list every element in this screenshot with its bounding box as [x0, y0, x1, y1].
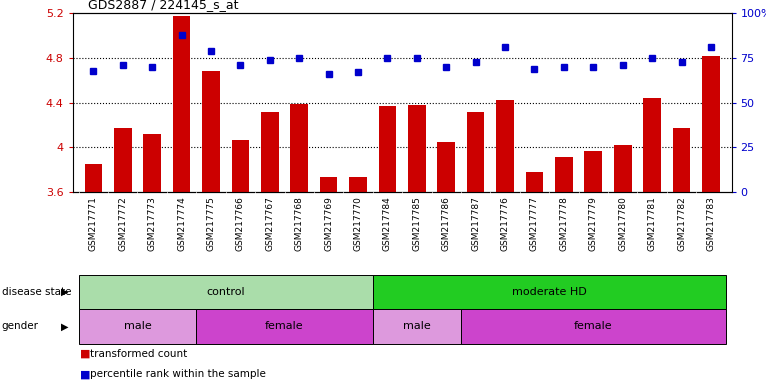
Bar — [261, 112, 279, 192]
Text: GSM217778: GSM217778 — [559, 196, 568, 251]
Text: GSM217776: GSM217776 — [501, 196, 509, 251]
Bar — [349, 177, 367, 192]
Bar — [555, 157, 573, 192]
Bar — [79, 309, 196, 344]
Text: GSM217777: GSM217777 — [530, 196, 539, 251]
Text: ▶: ▶ — [61, 321, 69, 331]
Bar — [84, 164, 102, 192]
Bar — [643, 98, 661, 192]
Text: male: male — [403, 321, 430, 331]
Text: GSM217781: GSM217781 — [647, 196, 656, 251]
Text: GSM217766: GSM217766 — [236, 196, 245, 251]
Text: ■: ■ — [80, 369, 91, 379]
Bar — [378, 106, 396, 192]
Bar — [461, 309, 725, 344]
Text: control: control — [206, 287, 245, 297]
Text: GSM217771: GSM217771 — [89, 196, 98, 251]
Bar — [496, 101, 514, 192]
Text: GSM217779: GSM217779 — [589, 196, 597, 251]
Bar — [466, 112, 484, 192]
Text: GSM217769: GSM217769 — [324, 196, 333, 251]
Text: gender: gender — [2, 321, 38, 331]
Bar — [373, 275, 725, 309]
Bar — [614, 145, 631, 192]
Bar — [196, 309, 373, 344]
Text: disease state: disease state — [2, 287, 71, 297]
Text: male: male — [123, 321, 152, 331]
Bar — [173, 16, 191, 192]
Bar — [437, 142, 455, 192]
Text: GSM217785: GSM217785 — [412, 196, 421, 251]
Text: GSM217780: GSM217780 — [618, 196, 627, 251]
Bar — [290, 104, 308, 192]
Text: GSM217783: GSM217783 — [706, 196, 715, 251]
Text: GSM217768: GSM217768 — [295, 196, 303, 251]
Bar — [373, 309, 461, 344]
Text: moderate HD: moderate HD — [512, 287, 587, 297]
Text: GDS2887 / 224145_s_at: GDS2887 / 224145_s_at — [88, 0, 238, 12]
Text: GSM217782: GSM217782 — [677, 196, 686, 251]
Bar — [114, 128, 132, 192]
Bar — [525, 172, 543, 192]
Text: ▶: ▶ — [61, 287, 69, 297]
Bar — [702, 56, 720, 192]
Text: female: female — [574, 321, 613, 331]
Bar — [584, 151, 602, 192]
Text: GSM217772: GSM217772 — [118, 196, 127, 251]
Bar — [202, 71, 220, 192]
Text: GSM217786: GSM217786 — [442, 196, 450, 251]
Bar — [408, 105, 426, 192]
Text: female: female — [265, 321, 304, 331]
Bar — [673, 128, 690, 192]
Text: GSM217784: GSM217784 — [383, 196, 392, 251]
Text: GSM217775: GSM217775 — [207, 196, 215, 251]
Text: GSM217787: GSM217787 — [471, 196, 480, 251]
Text: GSM217774: GSM217774 — [177, 196, 186, 251]
Bar — [320, 177, 338, 192]
Text: ■: ■ — [80, 349, 91, 359]
Bar — [143, 134, 161, 192]
Text: GSM217767: GSM217767 — [265, 196, 274, 251]
Text: percentile rank within the sample: percentile rank within the sample — [90, 369, 267, 379]
Bar — [79, 275, 373, 309]
Text: GSM217773: GSM217773 — [148, 196, 157, 251]
Bar — [231, 139, 249, 192]
Text: GSM217770: GSM217770 — [354, 196, 362, 251]
Text: transformed count: transformed count — [90, 349, 188, 359]
